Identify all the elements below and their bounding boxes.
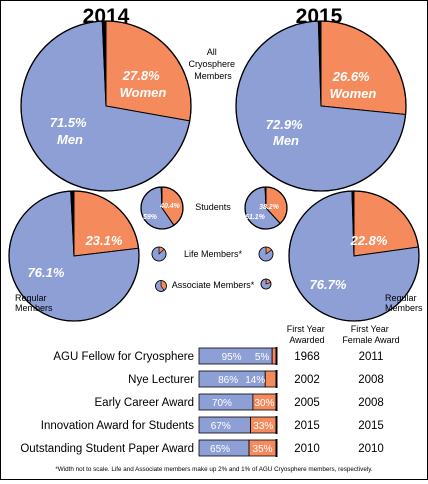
reg-2015-men-label: 76.7% <box>310 277 347 292</box>
stu-2015-women-label: 38.2% <box>259 204 280 211</box>
pie-students-2015 <box>244 186 288 230</box>
pie-outline <box>258 246 274 262</box>
award-category-label: Innovation Award for Students <box>41 420 194 432</box>
stu-2015-men-label: 61.1% <box>245 214 266 221</box>
bar-men-label: 65% <box>210 444 230 455</box>
all-members-label: All Cryosphere Members <box>188 47 237 81</box>
pie-students-2014 <box>140 186 184 230</box>
stu-2014-men-label: 59% <box>143 214 158 221</box>
pie-outline <box>8 190 140 322</box>
pie-all-members-2014 <box>20 20 192 192</box>
first-year-awarded-value: 1968 <box>294 351 320 363</box>
pie-life-members-2014 <box>151 246 167 262</box>
first-year-awarded-value: 2010 <box>294 443 320 455</box>
students-label: Students <box>195 202 231 212</box>
bar-women-label: 30% <box>254 398 274 409</box>
pie-outline <box>140 186 184 230</box>
pie-life-members-2015 <box>258 246 274 262</box>
pie-associate-members-2015 <box>260 278 272 290</box>
all-2015-women-label: 26.6% Women <box>330 69 377 101</box>
bar-women <box>271 347 277 365</box>
first-year-female-value: 2008 <box>358 397 384 409</box>
bar-women-label: 14% <box>245 375 265 386</box>
all-2014-men-label: 71.5% Men <box>50 115 91 147</box>
pie-associate-members-2014 <box>155 280 167 292</box>
bar-women-label: 33% <box>253 421 273 432</box>
reg-2015-women-label: 22.8% <box>350 233 388 248</box>
pie-regular-members-2015 <box>288 190 420 322</box>
first-year-awarded-value: 2005 <box>294 397 320 409</box>
col-first-year-female-award: First Year Female Award <box>342 324 399 345</box>
pie-outline <box>20 20 192 192</box>
first-year-awarded-value: 2015 <box>294 420 320 432</box>
first-year-female-value: 2008 <box>358 374 384 386</box>
award-category-label: Nye Lecturer <box>128 374 194 386</box>
reg-2014-women-label: 23.1% <box>85 233 123 248</box>
reg-2014-men-label: 76.1% <box>28 265 65 280</box>
all-2014-women-label: 27.8% Women <box>120 68 167 100</box>
award-category-label: Early Career Award <box>95 397 195 409</box>
awards-bar-chart: AGU Fellow for Cryosphere 95% 5% 1968 2011 Ny… <box>20 347 384 457</box>
all-2015-men-label: 72.9% Men <box>266 117 307 148</box>
award-category-label: AGU Fellow for Cryosphere <box>53 351 194 363</box>
regular-members-label-right: Regular Members <box>385 293 423 313</box>
bar-women-label: 35% <box>253 444 273 455</box>
pie-outline <box>288 190 420 322</box>
bar-men-label: 86% <box>218 375 238 386</box>
pie-outline <box>235 20 407 192</box>
bar-men-label: 95% <box>222 352 242 363</box>
award-category-label: Outstanding Student Paper Award <box>20 443 194 455</box>
pie-outline <box>244 186 288 230</box>
first-year-female-value: 2010 <box>358 443 384 455</box>
life-members-label: Life Members* <box>184 249 243 259</box>
stu-2014-women-label: 40.4% <box>159 203 181 210</box>
bar-men-label: 67% <box>211 421 231 432</box>
associate-members-label: Associate Members* <box>172 280 255 290</box>
footnote: *Width not to scale. Life and Associate … <box>55 466 373 473</box>
pie-outline <box>155 280 167 292</box>
first-year-female-value: 2015 <box>358 420 384 432</box>
col-first-year-awarded: First Year Awarded <box>287 324 328 345</box>
pie-outline <box>151 246 167 262</box>
first-year-female-value: 2011 <box>359 351 384 363</box>
bar-men-label: 70% <box>212 398 232 409</box>
bar-women-label: 5% <box>255 352 270 363</box>
first-year-awarded-value: 2002 <box>294 374 320 386</box>
pie-regular-members-2014 <box>8 190 140 322</box>
pie-outline <box>260 278 272 290</box>
pie-all-members-2015 <box>235 20 407 192</box>
bar-women <box>264 370 277 388</box>
regular-members-label-left: Regular Members <box>15 293 53 313</box>
